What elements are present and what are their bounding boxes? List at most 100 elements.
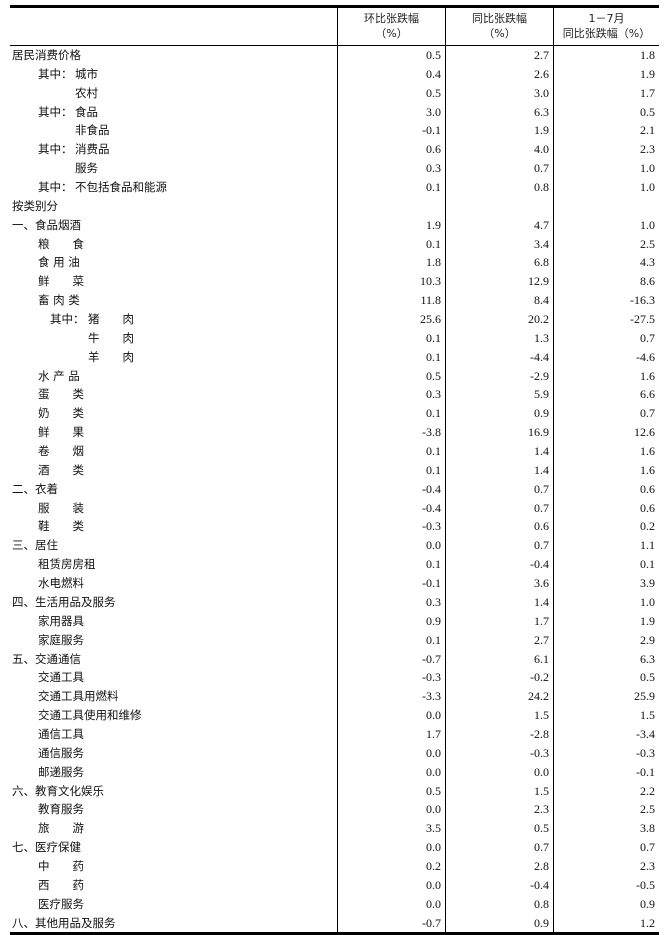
table-row: 居民消费价格 0.5 2.7 1.8	[10, 46, 659, 65]
value-mom: 0.1	[337, 630, 445, 650]
table-row: 服务 0.3 0.7 1.0	[10, 159, 659, 179]
row-label: 蛋 类	[38, 387, 84, 402]
value-mom: -0.4	[337, 479, 445, 499]
value-ytd: 1.6	[553, 442, 659, 461]
row-label-cell: 三、居住	[10, 536, 337, 555]
value-yoy: -4.4	[445, 347, 553, 367]
table-row: 羊 肉 0.1 -4.4 -4.6	[10, 347, 659, 367]
value-mom: 1.9	[337, 215, 445, 235]
row-label: 西 药	[38, 877, 84, 892]
value-mom: 0.0	[337, 894, 445, 914]
row-label: 非食品	[75, 123, 110, 138]
value-mom: 0.1	[337, 347, 445, 367]
value-mom: 0.5	[337, 83, 445, 103]
row-label: 水 产 品	[38, 368, 80, 383]
table-row: 非食品 -0.1 1.9 2.1	[10, 121, 659, 141]
row-label: 畜 肉 类	[38, 293, 80, 308]
row-label: 八、其他用品及服务	[12, 915, 116, 930]
value-ytd: 2.9	[553, 630, 659, 650]
table-row: 交通工具使用和维修 0.0 1.5 1.5	[10, 706, 659, 725]
table-row: 邮递服务 0.0 0.0 -0.1	[10, 762, 659, 782]
value-mom: -0.1	[337, 121, 445, 141]
header-blank	[10, 8, 337, 45]
row-label-cell: 八、其他用品及服务	[10, 914, 337, 933]
value-ytd: 1.0	[553, 592, 659, 612]
row-label-cell: 西 药	[10, 876, 337, 895]
value-mom: 0.1	[337, 442, 445, 461]
value-yoy: -2.9	[445, 366, 553, 386]
row-label: 鞋 类	[38, 519, 84, 534]
row-label: 奶 类	[38, 406, 84, 421]
value-ytd: 2.5	[553, 234, 659, 254]
row-label-cell: 其中：猪 肉	[10, 310, 337, 329]
value-yoy: 0.7	[445, 536, 553, 556]
value-yoy: 3.4	[445, 234, 553, 254]
value-mom	[337, 196, 445, 216]
row-label: 牛 肉	[88, 330, 134, 345]
value-yoy: 0.6	[445, 517, 553, 537]
header-yoy: 同比张跌幅 （%）	[445, 8, 553, 45]
table-row: 六、教育文化娱乐 0.5 1.5 2.2	[10, 781, 659, 801]
header-yoy-unit: （%）	[483, 27, 516, 40]
table-row: 四、生活用品及服务 0.3 1.4 1.0	[10, 592, 659, 612]
value-mom: 25.6	[337, 310, 445, 329]
value-mom: 0.2	[337, 856, 445, 876]
value-mom: 0.1	[337, 404, 445, 424]
row-label-cell: 交通工具	[10, 668, 337, 687]
value-mom: 0.1	[337, 555, 445, 575]
table-row: 通信工具 1.7 -2.8 -3.4	[10, 724, 659, 744]
row-label: 鲜 果	[38, 425, 84, 440]
value-mom: -0.3	[337, 668, 445, 688]
value-yoy: 6.8	[445, 253, 553, 273]
row-label: 交通工具使用和维修	[38, 708, 142, 723]
value-yoy: 0.9	[445, 913, 553, 933]
row-label-cell: 家庭服务	[10, 631, 337, 650]
table-header: 环比张跌幅 （%） 同比张跌幅 （%） 1－7月 同比张跌幅（%）	[10, 8, 659, 46]
value-mom: 0.0	[337, 706, 445, 725]
row-label-cell: 家用器具	[10, 612, 337, 631]
table-row: 奶 类 0.1 0.9 0.7	[10, 404, 659, 424]
row-label-cell: 畜 肉 类	[10, 291, 337, 310]
value-ytd: 2.3	[553, 140, 659, 160]
value-mom: 0.1	[337, 178, 445, 197]
row-label: 交通工具	[38, 670, 84, 685]
value-mom: 0.0	[337, 800, 445, 820]
row-label: 按类别分	[12, 198, 58, 213]
row-label-cell: 蛋 类	[10, 385, 337, 404]
row-label: 三、居住	[12, 538, 58, 553]
value-yoy: 1.7	[445, 611, 553, 631]
table-row: 鲜 菜 10.3 12.9 8.6	[10, 272, 659, 292]
value-yoy: 3.6	[445, 574, 553, 593]
value-ytd: 12.6	[553, 423, 659, 443]
value-mom: -0.1	[337, 574, 445, 593]
table-row: 粮 食 0.1 3.4 2.5	[10, 234, 659, 254]
row-prefix: 其中：	[50, 312, 85, 327]
table-row: 八、其他用品及服务 -0.7 0.9 1.2	[10, 913, 659, 933]
table-row: 鲜 果 -3.8 16.9 12.6	[10, 423, 659, 443]
row-label: 酒 类	[38, 462, 84, 477]
value-ytd: 2.1	[553, 121, 659, 141]
table-row: 中 药 0.2 2.8 2.3	[10, 856, 659, 876]
table-row: 医疗服务 0.0 0.8 0.9	[10, 894, 659, 914]
value-mom: 0.0	[337, 875, 445, 895]
value-yoy: -0.4	[445, 555, 553, 575]
value-mom: 0.6	[337, 140, 445, 160]
table-row: 家庭服务 0.1 2.7 2.9	[10, 630, 659, 650]
row-label-cell: 其中： 不包括食品和能源	[10, 178, 337, 197]
row-label-cell: 交通工具使用和维修	[10, 706, 337, 725]
value-mom: 0.5	[337, 781, 445, 801]
row-prefix: 其中：	[38, 104, 73, 119]
value-ytd	[553, 196, 659, 216]
table-row: 五、交通通信 -0.7 6.1 6.3	[10, 649, 659, 669]
cpi-table: 环比张跌幅 （%） 同比张跌幅 （%） 1－7月 同比张跌幅（%） 居民消费价格…	[10, 5, 659, 935]
value-yoy: 2.6	[445, 64, 553, 84]
row-label: 城市	[75, 66, 98, 81]
table-row: 其中： 消费品 0.6 4.0 2.3	[10, 140, 659, 160]
value-yoy: 1.4	[445, 460, 553, 480]
row-label: 羊 肉	[88, 349, 134, 364]
table-row: 其中：猪 肉 25.6 20.2 -27.5	[10, 310, 659, 329]
value-yoy: -0.4	[445, 875, 553, 895]
table-row: 其中： 不包括食品和能源 0.1 0.8 1.0	[10, 178, 659, 197]
row-label: 食品	[75, 104, 98, 119]
value-yoy: 0.7	[445, 498, 553, 518]
